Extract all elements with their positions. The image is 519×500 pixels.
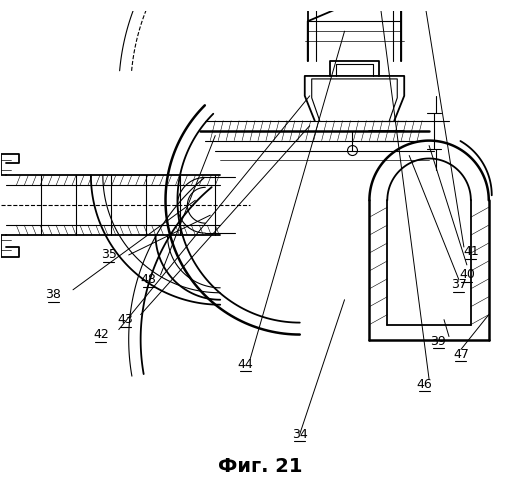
Text: 46: 46 <box>416 378 432 391</box>
Text: 34: 34 <box>292 428 308 440</box>
Text: 47: 47 <box>453 348 469 361</box>
Text: 44: 44 <box>237 358 253 371</box>
Text: 48: 48 <box>141 274 157 286</box>
Text: 40: 40 <box>459 268 475 281</box>
Text: 35: 35 <box>101 248 117 262</box>
Text: 39: 39 <box>430 335 446 348</box>
Text: Фиг. 21: Фиг. 21 <box>218 458 302 476</box>
Text: 37: 37 <box>451 278 467 291</box>
Text: 42: 42 <box>93 328 108 341</box>
Text: 38: 38 <box>45 288 61 302</box>
Text: 43: 43 <box>118 313 133 326</box>
Text: 41: 41 <box>463 246 479 258</box>
